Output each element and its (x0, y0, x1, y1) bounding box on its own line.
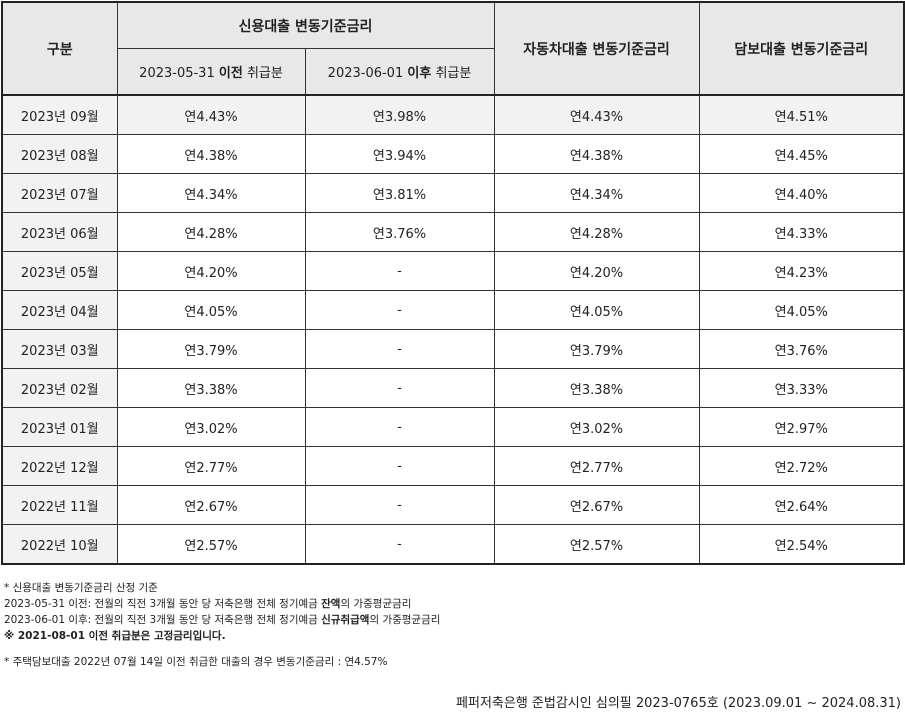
row-credit-before: 연4.34% (116, 173, 306, 213)
table-row: 2022년 12월 연2.77% - 연2.77% 연2.72% (1, 446, 905, 486)
header-secured: 담보대출 변동기준금리 (698, 1, 905, 96)
row-month: 2023년 05월 (1, 251, 118, 291)
row-credit-after: 연3.81% (304, 173, 495, 213)
row-auto: 연3.38% (493, 368, 700, 408)
row-credit-before: 연4.28% (116, 212, 306, 252)
row-credit-after: - (304, 446, 495, 486)
row-secured: 연3.76% (698, 329, 905, 369)
row-month: 2023년 03월 (1, 329, 118, 369)
row-credit-before: 연4.38% (116, 134, 306, 174)
note-credit-basis: * 신용대출 변동기준금리 산정 기준 (4, 582, 158, 594)
row-month: 2023년 06월 (1, 212, 118, 252)
row-credit-before: 연4.05% (116, 290, 306, 330)
note-before: 2023-05-31 이전: 전월의 직전 3개월 동안 당 저축은행 전체 정… (4, 598, 412, 610)
row-auto: 연3.79% (493, 329, 700, 369)
table-row: 2023년 03월 연3.79% - 연3.79% 연3.76% (1, 329, 905, 369)
header-credit-before: 2023-05-31 이전 취급분 (116, 48, 306, 96)
row-month: 2022년 11월 (1, 485, 118, 525)
row-secured: 연4.40% (698, 173, 905, 213)
row-credit-after: - (304, 290, 495, 330)
row-credit-after: - (304, 251, 495, 291)
header-credit-group: 신용대출 변동기준금리 (116, 1, 495, 49)
row-auto: 연4.34% (493, 173, 700, 213)
row-secured: 연4.33% (698, 212, 905, 252)
row-month: 2023년 04월 (1, 290, 118, 330)
row-credit-before: 연2.57% (116, 524, 306, 565)
row-auto: 연2.77% (493, 446, 700, 486)
row-credit-after: 연3.98% (304, 94, 495, 135)
header-auto: 자동차대출 변동기준금리 (493, 1, 700, 96)
row-credit-before: 연2.67% (116, 485, 306, 525)
row-secured: 연4.51% (698, 94, 905, 135)
table-row: 2022년 11월 연2.67% - 연2.67% 연2.64% (1, 485, 905, 525)
row-month: 2023년 01월 (1, 407, 118, 447)
row-secured: 연2.54% (698, 524, 905, 565)
row-month: 2023년 09월 (1, 94, 118, 135)
note-after: 2023-06-01 이후: 전월의 직전 3개월 동안 당 저축은행 전체 정… (4, 614, 441, 626)
row-credit-after: - (304, 329, 495, 369)
rate-table: 구분 신용대출 변동기준금리 자동차대출 변동기준금리 담보대출 변동기준금리 … (1, 1, 905, 565)
table-row: 2023년 07월 연4.34% 연3.81% 연4.34% 연4.40% (1, 173, 905, 213)
header-credit-after: 2023-06-01 이후 취급분 (304, 48, 495, 96)
note-spacer (4, 644, 440, 654)
row-secured: 연4.45% (698, 134, 905, 174)
row-credit-after: - (304, 485, 495, 525)
row-secured: 연4.23% (698, 251, 905, 291)
notes: * 신용대출 변동기준금리 산정 기준 2023-05-31 이전: 전월의 직… (4, 580, 440, 670)
row-month: 2023년 08월 (1, 134, 118, 174)
row-auto: 연3.02% (493, 407, 700, 447)
row-credit-after: - (304, 368, 495, 408)
row-credit-after: - (304, 524, 495, 565)
row-credit-before: 연4.20% (116, 251, 306, 291)
table-row: 2023년 09월 연4.43% 연3.98% 연4.43% 연4.51% (1, 94, 905, 135)
row-secured: 연2.72% (698, 446, 905, 486)
table-row: 2023년 05월 연4.20% - 연4.20% 연4.23% (1, 251, 905, 291)
compliance-footer: 페퍼저축은행 준법감시인 심의필 2023-0765호 (2023.09.01 … (456, 696, 901, 711)
row-credit-before: 연4.43% (116, 94, 306, 135)
row-credit-after: - (304, 407, 495, 447)
table-row: 2023년 08월 연4.38% 연3.94% 연4.38% 연4.45% (1, 134, 905, 174)
note-fixed-rate: ※ 2021-08-01 이전 취급분은 고정금리입니다. (4, 630, 226, 642)
header-category: 구분 (1, 1, 118, 96)
row-month: 2022년 10월 (1, 524, 118, 565)
table-row: 2023년 06월 연4.28% 연3.76% 연4.28% 연4.33% (1, 212, 905, 252)
row-credit-before: 연3.79% (116, 329, 306, 369)
row-month: 2023년 07월 (1, 173, 118, 213)
row-credit-after: 연3.76% (304, 212, 495, 252)
row-secured: 연2.64% (698, 485, 905, 525)
row-credit-after: 연3.94% (304, 134, 495, 174)
row-auto: 연4.05% (493, 290, 700, 330)
row-credit-before: 연3.02% (116, 407, 306, 447)
row-month: 2023년 02월 (1, 368, 118, 408)
row-credit-before: 연3.38% (116, 368, 306, 408)
table-row: 2023년 04월 연4.05% - 연4.05% 연4.05% (1, 290, 905, 330)
row-auto: 연4.28% (493, 212, 700, 252)
table-row: 2023년 01월 연3.02% - 연3.02% 연2.97% (1, 407, 905, 447)
row-auto: 연4.43% (493, 94, 700, 135)
row-auto: 연4.20% (493, 251, 700, 291)
row-secured: 연3.33% (698, 368, 905, 408)
table-row: 2022년 10월 연2.57% - 연2.57% 연2.54% (1, 524, 905, 565)
rate-table-body: 2023년 09월 연4.43% 연3.98% 연4.43% 연4.51% 20… (1, 94, 905, 565)
table-row: 2023년 02월 연3.38% - 연3.38% 연3.33% (1, 368, 905, 408)
row-secured: 연4.05% (698, 290, 905, 330)
row-month: 2022년 12월 (1, 446, 118, 486)
row-credit-before: 연2.77% (116, 446, 306, 486)
row-auto: 연2.67% (493, 485, 700, 525)
row-auto: 연4.38% (493, 134, 700, 174)
row-auto: 연2.57% (493, 524, 700, 565)
row-secured: 연2.97% (698, 407, 905, 447)
note-mortgage: * 주택담보대출 2022년 07월 14일 이전 취급한 대출의 경우 변동기… (4, 656, 388, 668)
